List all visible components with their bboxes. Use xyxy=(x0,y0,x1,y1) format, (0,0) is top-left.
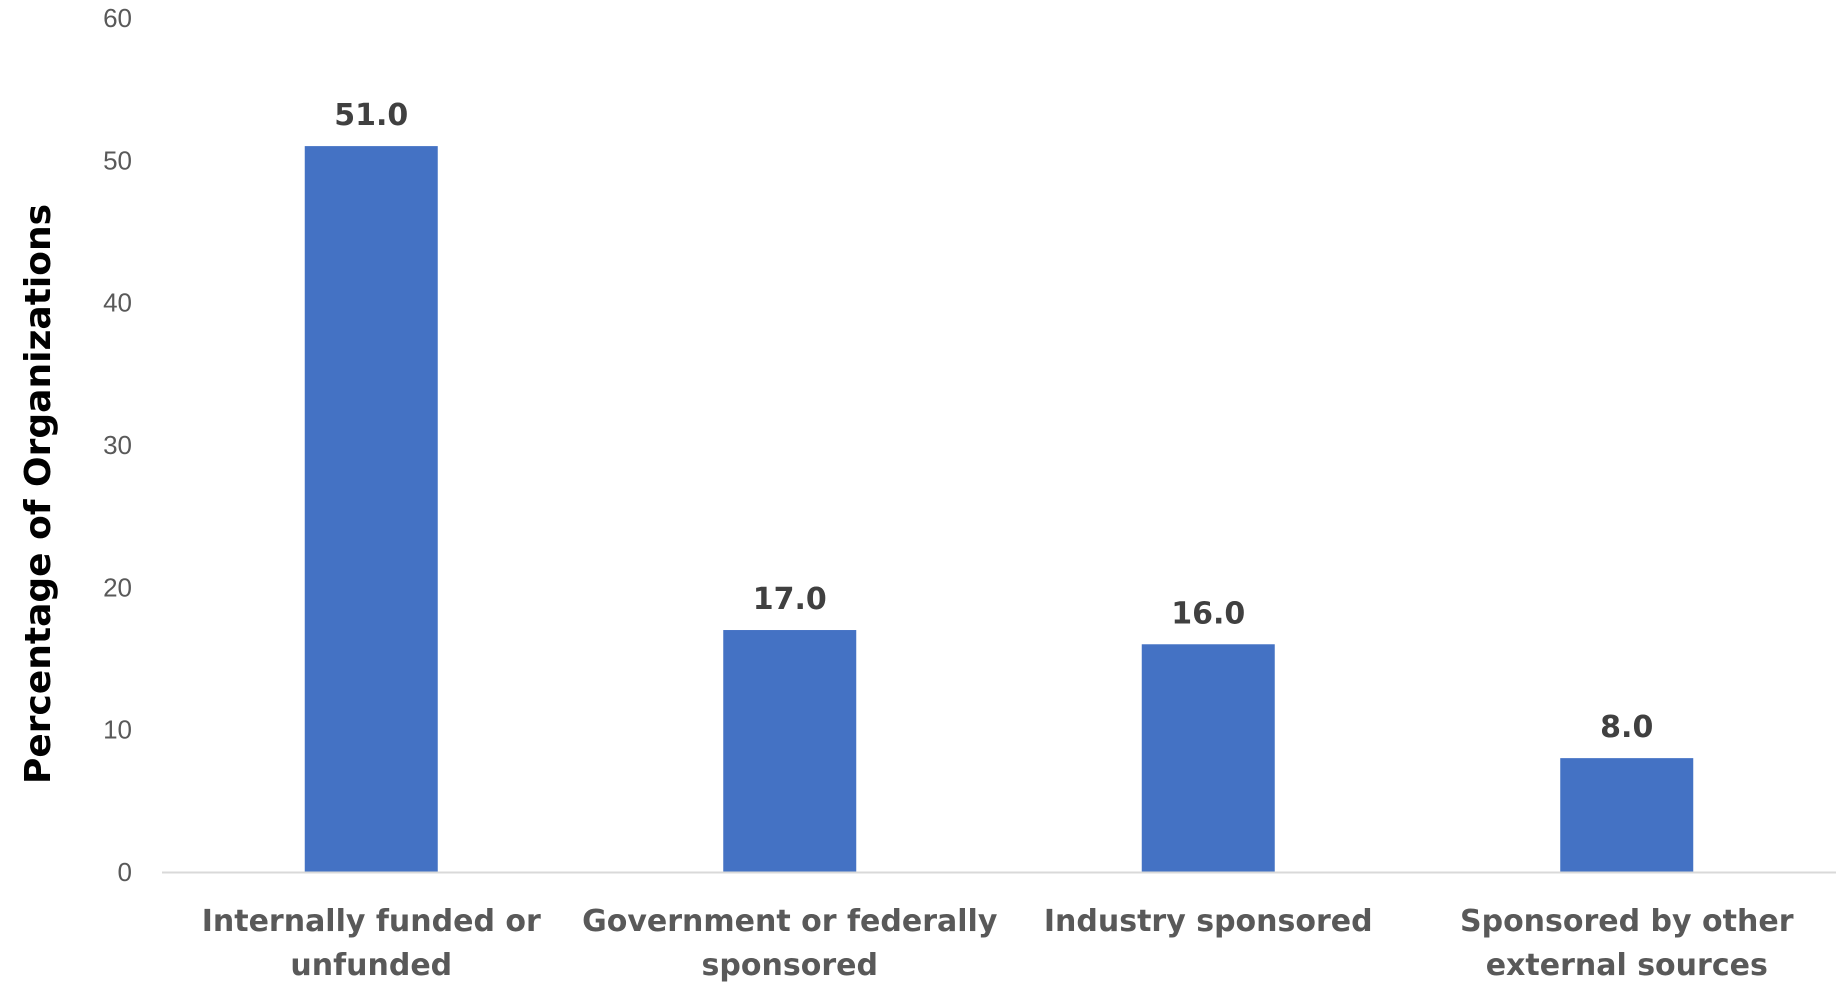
data-label: 16.0 xyxy=(1171,596,1245,631)
x-tick-label: Internally funded or unfunded xyxy=(202,904,541,983)
x-tick-label-line: sponsored xyxy=(702,948,878,983)
bars xyxy=(304,146,1694,873)
y-tick-label: 10 xyxy=(103,715,132,745)
data-label: 51.0 xyxy=(334,98,408,133)
y-tick-label: 60 xyxy=(103,3,132,33)
y-axis-title: Percentage of Organizations xyxy=(18,204,59,784)
y-tick-label: 20 xyxy=(103,572,132,602)
x-tick-label-line: Industry sponsored xyxy=(1044,904,1373,939)
bar xyxy=(1141,644,1275,872)
data-labels: 51.0 17.0 16.0 8.0 xyxy=(334,98,1653,745)
x-tick-label: Sponsored by other external sources xyxy=(1460,904,1794,983)
y-tick-label: 30 xyxy=(103,430,132,460)
y-tick-label: 40 xyxy=(103,288,132,318)
bar xyxy=(1560,758,1694,872)
y-tick-label: 50 xyxy=(103,145,132,175)
x-tick-label-line: unfunded xyxy=(290,948,452,983)
data-label: 8.0 xyxy=(1600,710,1653,745)
bar xyxy=(304,146,438,873)
x-tick-label-line: Internally funded or xyxy=(202,904,541,939)
y-tick-label: 0 xyxy=(118,857,132,887)
x-tick-label-line: Government or federally xyxy=(582,904,998,939)
x-axis: Internally funded or unfunded Government o… xyxy=(202,904,1794,983)
data-label: 17.0 xyxy=(753,582,827,617)
bar xyxy=(723,630,857,872)
x-tick-label: Government or federally sponsored xyxy=(582,904,998,983)
x-tick-label-line: external sources xyxy=(1486,948,1768,983)
y-axis: 0 10 20 30 40 50 60 xyxy=(103,3,132,887)
x-tick-label-line: Sponsored by other xyxy=(1460,904,1794,939)
x-tick-label: Industry sponsored xyxy=(1044,904,1373,939)
